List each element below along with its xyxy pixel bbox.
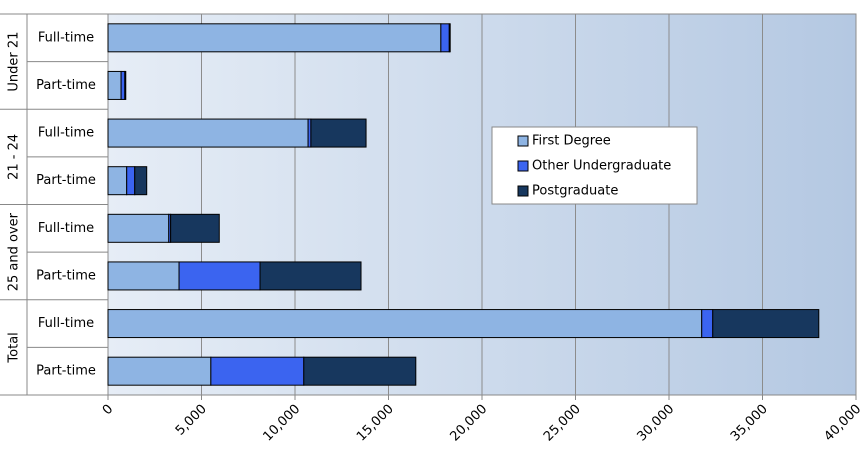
group-label: Total: [7, 332, 22, 363]
bar-segment: [107, 261, 180, 291]
y-tick-label: Full-time: [38, 316, 94, 331]
y-tick-label: Part-time: [36, 364, 96, 379]
group-label: 21 - 24: [7, 134, 22, 180]
x-tick-label: 40,000: [822, 402, 865, 445]
x-tick-label: 0: [100, 402, 116, 418]
y-tick-label: Full-time: [38, 30, 94, 45]
legend-label: Other Undergraduate: [532, 159, 671, 174]
bar-segment: [120, 70, 126, 100]
x-tick-label: 5,000: [173, 402, 210, 439]
y-tick-label: Part-time: [36, 173, 96, 188]
x-tick-label: 20,000: [448, 402, 491, 445]
bar-segment: [259, 261, 362, 291]
legend-swatch: [517, 135, 529, 147]
x-tick-label: 10,000: [261, 402, 304, 445]
bar-segment: [701, 309, 714, 339]
bar-segment: [107, 309, 703, 339]
x-tick-label: 25,000: [541, 402, 584, 445]
bar-segment: [107, 213, 170, 243]
bar-segment: [210, 356, 305, 386]
bar-segment: [107, 356, 212, 386]
bar-segment: [440, 23, 450, 53]
bar-segment: [712, 309, 820, 339]
bar-segment: [107, 118, 309, 148]
bar-segment: [107, 23, 442, 53]
bar-segment: [448, 23, 451, 53]
bar-segment: [178, 261, 261, 291]
bar-segment: [134, 166, 148, 196]
bar-segment: [124, 70, 127, 100]
x-tick-label: 35,000: [728, 402, 771, 445]
legend-label: Postgraduate: [532, 184, 618, 199]
legend-swatch: [517, 185, 529, 197]
x-tick-label: 30,000: [635, 402, 678, 445]
bar-segment: [310, 118, 367, 148]
bar-segment: [170, 213, 220, 243]
x-tick-label: 15,000: [354, 402, 397, 445]
legend-label: First Degree: [532, 134, 611, 149]
group-label: 25 and over: [7, 212, 22, 291]
legend-swatch: [517, 160, 529, 172]
y-tick-label: Part-time: [36, 268, 96, 283]
y-tick-label: Full-time: [38, 221, 94, 236]
bar-segment: [107, 166, 128, 196]
bar-segment: [126, 166, 136, 196]
group-label: Under 21: [7, 32, 22, 92]
y-tick-label: Part-time: [36, 78, 96, 93]
y-tick-label: Full-time: [38, 126, 94, 141]
bar-segment: [303, 356, 417, 386]
bar-segment: [107, 70, 122, 100]
